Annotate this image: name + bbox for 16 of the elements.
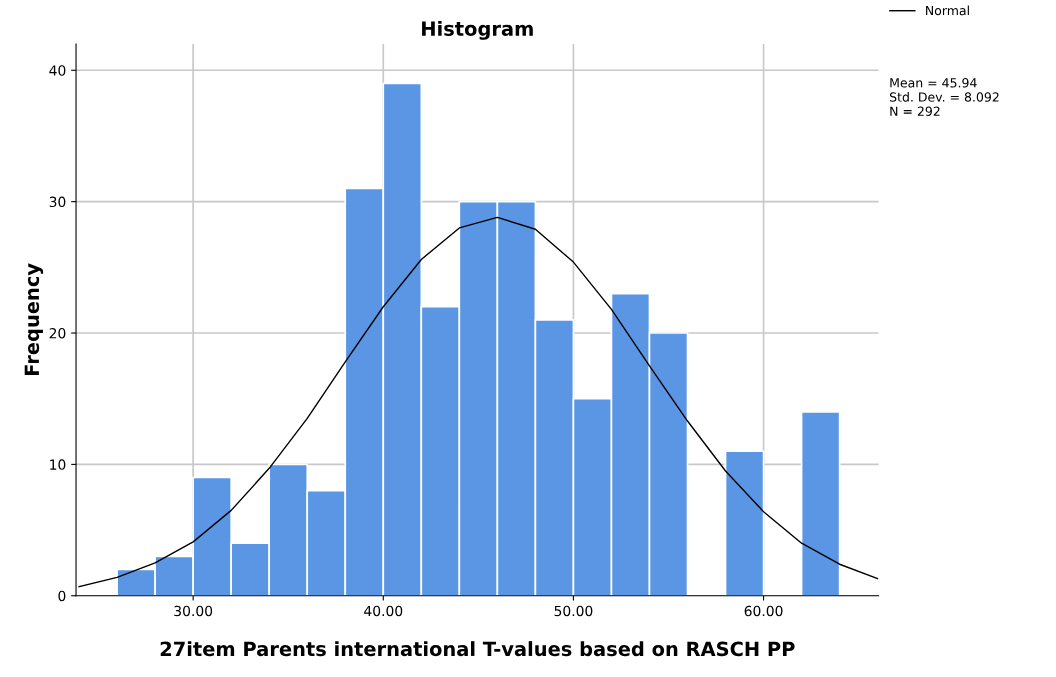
text: Std. Dev. = 8.092 <box>889 92 999 102</box>
x-tick-label: 30.00 <box>174 605 213 617</box>
x-tick-label: 40.00 <box>364 605 403 617</box>
text: Mean = 45.94 <box>890 78 977 88</box>
x-tick-label: 50.00 <box>554 605 593 617</box>
legend-label: Normal <box>926 5 969 16</box>
x-axis-title: 27item Parents international T-values based on RASCH PP <box>160 641 795 657</box>
y-axis-title: Frequency <box>24 263 44 375</box>
chart-title: Histogram <box>422 20 533 40</box>
y-tick-label: 40 <box>49 65 66 76</box>
text: N = 292 <box>890 106 940 116</box>
y-tick-label: 10 <box>50 459 66 470</box>
y-tick-label: 30 <box>49 196 66 208</box>
x-tick-label: 60.00 <box>744 605 783 617</box>
y-tick-label: 20 <box>49 327 66 339</box>
y-tick-label: 0 <box>58 590 66 602</box>
